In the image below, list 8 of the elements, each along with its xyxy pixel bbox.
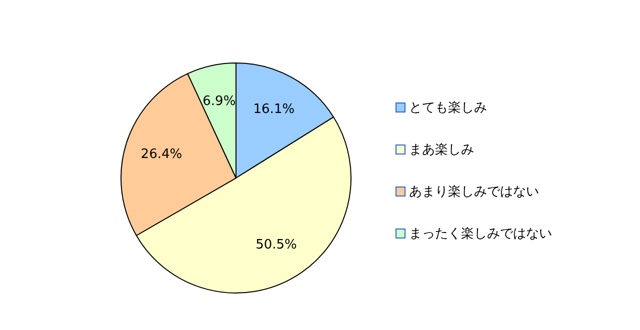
legend-label: とても楽しみ — [409, 100, 487, 116]
legend-label: まったく楽しみではない — [409, 226, 552, 242]
legend-label: まあ楽しみ — [409, 142, 474, 158]
data-label: 6.9% — [202, 94, 236, 110]
data-label: 16.1% — [253, 102, 295, 118]
data-label: 26.4% — [140, 146, 182, 162]
legend-label: あまり楽しみではない — [409, 184, 539, 200]
data-label: 50.5% — [256, 238, 297, 253]
